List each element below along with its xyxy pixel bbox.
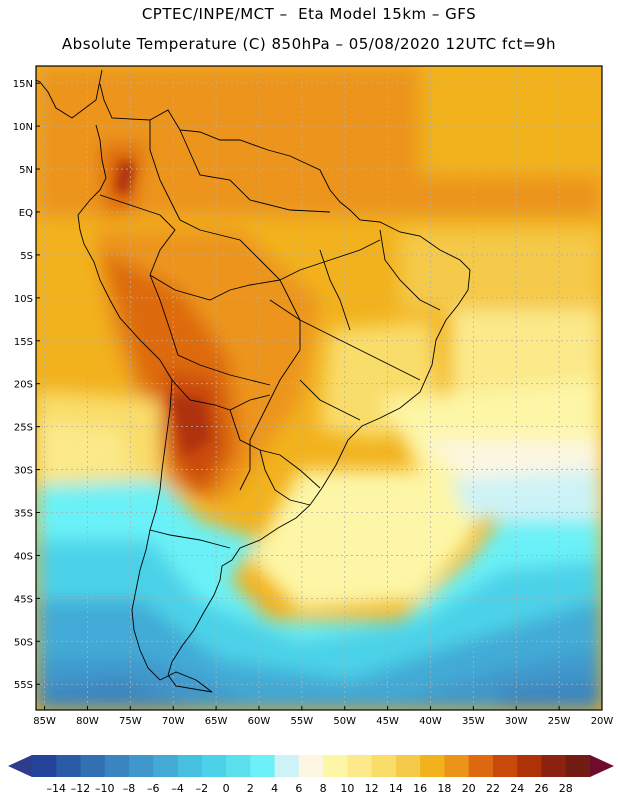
colorbar-swatch <box>129 755 154 777</box>
colorbar-swatch <box>492 755 518 777</box>
colorbar-label: –8 <box>123 782 136 795</box>
colorbar-label: 6 <box>295 782 302 795</box>
lon-tick-label: 60W <box>248 716 271 727</box>
lon-tick-label: 45W <box>376 716 399 727</box>
colorbar-label: –14 <box>47 782 67 795</box>
colorbar-swatch <box>250 755 276 777</box>
colorbar-label: 28 <box>559 782 573 795</box>
lat-tick-label: 15N <box>13 79 33 90</box>
colorbar-label: 20 <box>462 782 476 795</box>
colorbar-swatch <box>517 755 542 777</box>
colorbar-swatch <box>177 755 203 777</box>
colorbar-label: 14 <box>389 782 403 795</box>
lon-tick-label: 80W <box>76 716 99 727</box>
colorbar-swatch <box>420 755 445 777</box>
lon-tick-label: 70W <box>162 716 185 727</box>
colorbar-swatch <box>444 755 470 777</box>
lon-tick-label: 35W <box>462 716 485 727</box>
colorbar-swatch <box>274 755 300 777</box>
temperature-field <box>36 66 602 710</box>
lon-tick-label: 65W <box>205 716 228 727</box>
colorbar-swatch <box>323 755 348 777</box>
lat-tick-label: 10S <box>14 294 33 305</box>
latitude-labels: 15N 10N 5N EQ 5S 10S 15S 20S 25S 30S 35S 40S 45S 50S 5… <box>13 79 40 691</box>
lat-tick-label: 15S <box>14 337 33 348</box>
map-subtitle: Absolute Temperature (C) 850hPa – 05/08/… <box>61 35 557 53</box>
lon-tick-label: 75W <box>119 716 142 727</box>
colorbar-swatch <box>541 755 567 777</box>
colorbar-label: 22 <box>486 782 500 795</box>
colorbar-label: 12 <box>365 782 379 795</box>
map-frame <box>35 65 603 711</box>
colorbar-label: 4 <box>271 782 278 795</box>
coastlines <box>36 69 471 693</box>
map-title: CPTEC/INPE/MCT – Eta Model 15km – GFS <box>141 5 477 23</box>
lat-tick-label: EQ <box>19 208 33 219</box>
colorbar-label: –4 <box>171 782 184 795</box>
colorbar-swatch <box>80 755 106 777</box>
longitude-labels: 85W 80W 75W 70W 65W 60W 55W 50W 45W 40W 35W 30W 25W 2… <box>33 706 613 727</box>
colorbar-label: 0 <box>223 782 230 795</box>
colorbar-swatch <box>226 755 251 777</box>
lat-tick-label: 45S <box>14 594 33 605</box>
colorbar-label: –2 <box>196 782 209 795</box>
lon-tick-label: 30W <box>505 716 528 727</box>
lon-tick-label: 85W <box>33 716 56 727</box>
lat-tick-label: 10N <box>13 122 33 133</box>
lat-tick-label: 20S <box>14 380 33 391</box>
colorbar-label: 24 <box>510 782 524 795</box>
colorbar-label: 16 <box>413 782 427 795</box>
colorbar-label: –12 <box>71 782 91 795</box>
colorbar-swatch <box>395 755 421 777</box>
lat-tick-label: 30S <box>14 466 33 477</box>
colorbar-swatch <box>32 755 57 777</box>
lon-tick-label: 40W <box>419 716 442 727</box>
colorbar: –14 –12 –10 –8 –6 –4 –2 0 2 4 6 8 10 12 14 16 18 20 22 24 26… <box>8 755 614 795</box>
colorbar-swatch <box>104 755 130 777</box>
colorbar-swatch <box>56 755 82 777</box>
lat-tick-label: 50S <box>14 637 33 648</box>
lon-tick-label: 20W <box>591 716 614 727</box>
colorbar-swatch <box>565 755 591 777</box>
colorbar-label: 8 <box>320 782 327 795</box>
colorbar-label: –6 <box>147 782 160 795</box>
colorbar-label: 26 <box>534 782 548 795</box>
lat-tick-label: 40S <box>14 551 33 562</box>
colorbar-left-arrow <box>8 755 32 777</box>
colorbar-label: 10 <box>340 782 354 795</box>
colorbar-swatch <box>153 755 179 777</box>
lat-tick-label: 25S <box>14 423 33 434</box>
colorbar-label: 2 <box>247 782 254 795</box>
lon-tick-label: 55W <box>291 716 314 727</box>
lat-tick-label: 5S <box>20 251 33 262</box>
lat-tick-label: 35S <box>14 509 33 520</box>
colorbar-right-arrow <box>590 755 614 777</box>
lon-tick-label: 50W <box>333 716 356 727</box>
colorbar-label: –10 <box>95 782 115 795</box>
colorbar-swatch <box>298 755 324 777</box>
lat-tick-label: 5N <box>19 165 33 176</box>
colorbar-swatch <box>347 755 373 777</box>
colorbar-swatch <box>201 755 227 777</box>
colorbar-label: 18 <box>437 782 451 795</box>
colorbar-swatch <box>468 755 494 777</box>
lon-tick-label: 25W <box>548 716 571 727</box>
lat-tick-label: 55S <box>14 680 33 691</box>
graticule <box>36 66 602 710</box>
colorbar-swatch <box>371 755 397 777</box>
